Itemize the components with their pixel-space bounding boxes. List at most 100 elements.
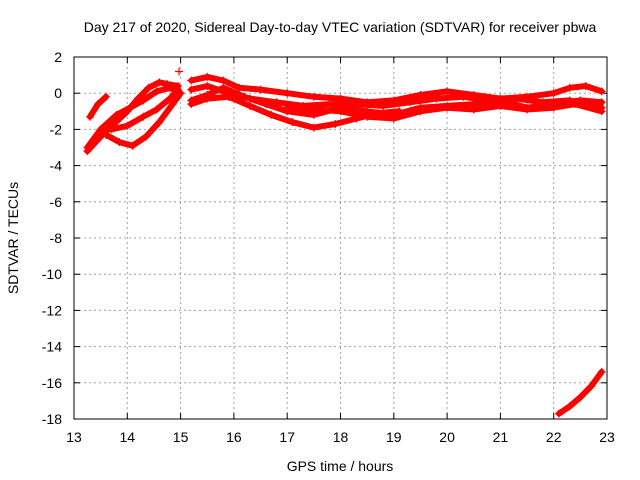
data-point <box>261 100 270 109</box>
y-tick-label: -6 <box>50 194 63 210</box>
data-point <box>240 92 249 101</box>
x-tick-label: 14 <box>120 429 136 445</box>
data-point <box>187 76 196 85</box>
data-point <box>352 100 361 109</box>
y-tick-label: -10 <box>42 266 62 282</box>
data-point <box>173 85 182 94</box>
y-tick-label: -16 <box>42 375 62 391</box>
y-tick-label: -12 <box>42 302 62 318</box>
data-point <box>496 101 505 110</box>
data-point <box>571 100 580 109</box>
data-point <box>219 76 228 85</box>
y-tick-label: -18 <box>42 411 62 427</box>
data-point <box>581 81 590 90</box>
x-tick-label: 18 <box>333 429 349 445</box>
data-point <box>165 94 174 103</box>
data-point <box>597 98 606 107</box>
tick-labels: 13 14 15 16 17 18 19 20 21 22 23-18-16-14-12-10-8-… <box>42 49 615 445</box>
data-point <box>389 114 398 123</box>
data-point <box>363 112 372 121</box>
data-point <box>155 118 164 127</box>
data-point <box>325 100 334 109</box>
data-point <box>187 85 196 94</box>
data-point <box>224 92 233 101</box>
data-point <box>101 130 110 139</box>
data-point <box>336 107 345 116</box>
data-point <box>112 110 121 119</box>
data-point <box>245 101 254 110</box>
data-point <box>139 112 148 121</box>
data-point <box>256 85 265 94</box>
data-point <box>549 103 558 112</box>
x-tick-label: 16 <box>226 429 242 445</box>
y-tick-label: -14 <box>42 339 62 355</box>
data-point <box>597 87 606 96</box>
data-point <box>267 110 276 119</box>
data-point <box>523 105 532 114</box>
data-point <box>443 87 452 96</box>
data-point <box>283 89 292 98</box>
data-point <box>565 402 574 411</box>
data-point <box>165 83 174 92</box>
x-tick-label: 20 <box>439 429 455 445</box>
data-point <box>219 83 228 92</box>
y-axis-label: SDTVAR / TECUs <box>5 182 21 294</box>
x-tick-label: 17 <box>279 429 295 445</box>
data-point <box>331 119 340 128</box>
plot-frame <box>73 56 608 420</box>
data-point <box>555 409 564 418</box>
data-point <box>187 100 196 109</box>
data-point <box>512 94 521 103</box>
data-point <box>416 107 425 116</box>
x-tick-label: 23 <box>599 429 615 445</box>
data-point <box>123 121 132 130</box>
x-axis-label: GPS time / hours <box>287 458 394 474</box>
data-point <box>128 141 137 150</box>
data-point <box>101 92 110 101</box>
data-point <box>459 92 468 101</box>
data-point <box>309 92 318 101</box>
data-point <box>587 382 596 391</box>
y-tick-label: 2 <box>54 49 62 65</box>
data-point <box>152 87 161 96</box>
data-point <box>443 103 452 112</box>
y-tick-label: -8 <box>50 230 63 246</box>
y-tick-label: -2 <box>50 121 63 137</box>
data-point <box>155 78 164 87</box>
series-trace <box>84 84 181 151</box>
x-tick-label: 21 <box>493 429 509 445</box>
data-point <box>125 103 134 112</box>
data-point <box>432 94 441 103</box>
x-tick-label: 13 <box>66 429 82 445</box>
data-point <box>107 125 116 134</box>
data-point <box>144 83 153 92</box>
data-point <box>93 100 102 109</box>
x-tick-label: 15 <box>173 429 189 445</box>
chart-title: Day 217 of 2020, Sidereal Day-to-day VTE… <box>84 19 597 35</box>
data-point <box>152 105 161 114</box>
data-point <box>203 81 212 90</box>
data-point <box>83 143 92 152</box>
data-point <box>309 123 318 132</box>
series-track-c <box>84 84 181 151</box>
data-point <box>141 132 150 141</box>
data-point <box>168 100 177 109</box>
data-point <box>139 96 148 105</box>
data-point <box>597 367 606 376</box>
x-tick-label: 22 <box>546 429 562 445</box>
data-point <box>288 118 297 127</box>
series-trace <box>108 86 181 133</box>
data-point <box>469 105 478 114</box>
data-point <box>565 83 574 92</box>
data-point <box>416 91 425 100</box>
y-tick-label: 0 <box>54 85 62 101</box>
data-point <box>85 112 94 121</box>
y-tick-label: -4 <box>50 158 63 174</box>
data-point <box>235 83 244 92</box>
data-point <box>549 89 558 98</box>
data-point <box>115 138 124 147</box>
data-point <box>576 393 585 402</box>
x-tick-label: 19 <box>386 429 402 445</box>
data-point <box>283 103 292 112</box>
